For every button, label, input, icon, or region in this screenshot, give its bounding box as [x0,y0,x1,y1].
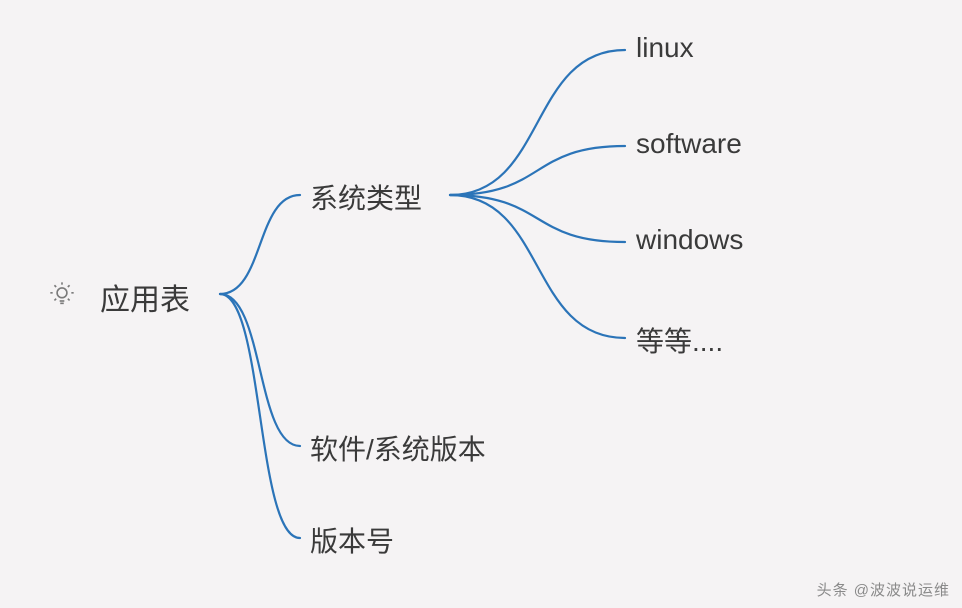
node-label: linux [636,32,694,63]
level2-node: software [636,128,742,160]
node-label: 等等.... [636,326,723,357]
level1-node: 软件/系统版本 [310,428,486,468]
watermark: 头条 @波波说运维 [817,579,950,600]
level1-node: 版本号 [310,520,394,560]
node-label: 软件/系统版本 [310,434,486,465]
node-label: software [636,128,742,159]
node-label: 系统类型 [310,183,422,214]
node-label: windows [636,224,743,255]
level2-node: 等等.... [636,320,723,360]
level1-node: 系统类型 [310,177,422,217]
root-node: 应用表 [100,275,190,319]
lightbulb-icon [48,280,76,313]
level2-node: linux [636,32,694,64]
level2-node: windows [636,224,743,256]
node-label: 版本号 [310,526,394,557]
mindmap-canvas: 应用表 系统类型 软件/系统版本 版本号 linux software wind… [0,0,962,608]
root-label: 应用表 [100,284,190,317]
